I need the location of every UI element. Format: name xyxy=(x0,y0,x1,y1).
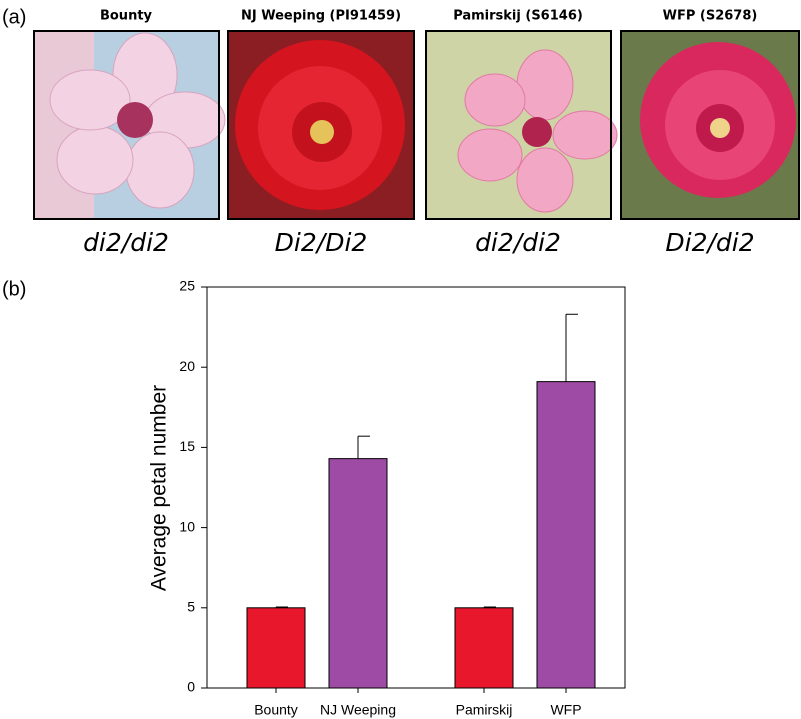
photo-title: NJ Weeping (PI91459) xyxy=(241,9,401,24)
y-tick-label: 5 xyxy=(187,599,195,615)
bar xyxy=(536,381,596,689)
y-axis-label: Average petal number xyxy=(148,385,171,591)
y-tick-label: 20 xyxy=(179,358,195,374)
photo xyxy=(620,30,800,220)
photo-title: WFP (S2678) xyxy=(663,9,758,24)
y-tick-label: 0 xyxy=(187,679,195,695)
photo xyxy=(425,30,618,220)
panel-label: (a) xyxy=(2,6,26,28)
bar xyxy=(246,607,306,689)
plot-frame xyxy=(206,286,626,689)
genotype: di2/di2 xyxy=(475,228,561,257)
photo xyxy=(33,30,226,220)
x-tick-label: Bounty xyxy=(254,702,298,718)
photo-title: Pamirskij (S6146) xyxy=(453,9,583,24)
genotype: Di2/di2 xyxy=(665,228,754,257)
bar xyxy=(328,458,388,689)
x-tick-label: WFP xyxy=(550,702,581,718)
y-tick-label: 25 xyxy=(179,278,195,294)
photo xyxy=(227,30,415,220)
genotype: di2/di2 xyxy=(83,228,169,257)
y-tick-label: 15 xyxy=(179,438,195,454)
bar xyxy=(454,607,514,689)
x-tick-label: Pamirskij xyxy=(456,702,513,718)
x-tick-label: NJ Weeping xyxy=(320,702,396,718)
genotype: Di2/Di2 xyxy=(275,228,368,257)
photo-title: Bounty xyxy=(100,9,153,24)
panel-label: (b) xyxy=(2,278,26,300)
y-tick-label: 10 xyxy=(179,518,195,534)
